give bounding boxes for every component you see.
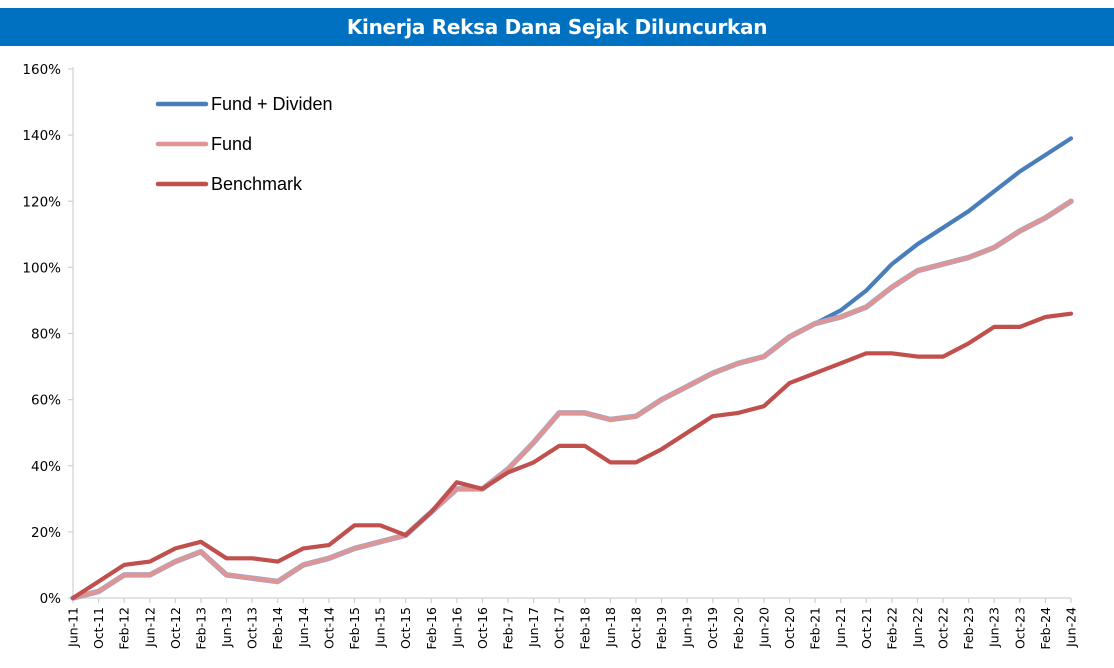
x-tick-label: Feb-17 bbox=[501, 607, 516, 650]
x-axis: Jun-11 Oct-11 Feb-12 Jun-12 Oct-12 Feb-13 Jun-… bbox=[66, 597, 1079, 650]
y-tick-label: 20% bbox=[31, 525, 61, 541]
series-fund-dividen bbox=[70, 136, 1074, 601]
x-tick-label: Oct-17 bbox=[552, 607, 567, 649]
x-tick-label: Feb-23 bbox=[961, 607, 976, 650]
x-tick-label: Feb-21 bbox=[808, 607, 823, 650]
legend-label: Benchmark bbox=[211, 174, 303, 194]
x-tick-label: Oct-19 bbox=[705, 607, 720, 649]
x-tick-label: Feb-19 bbox=[654, 607, 669, 650]
chart-title: Kinerja Reksa Dana Sejak Diluncurkan bbox=[346, 15, 768, 39]
x-tick-label: Feb-18 bbox=[577, 607, 592, 650]
x-tick-label: Jun-19 bbox=[680, 607, 695, 648]
x-tick-label: Oct-13 bbox=[245, 607, 260, 649]
x-tick-label: Jun-24 bbox=[1064, 607, 1079, 648]
x-tick-label: Jun-13 bbox=[219, 607, 234, 648]
y-tick-label: 160% bbox=[22, 62, 61, 78]
y-tick-label: 80% bbox=[31, 327, 61, 343]
x-tick-label: Oct-16 bbox=[475, 607, 490, 649]
x-tick-label: Jun-21 bbox=[833, 607, 848, 648]
x-tick-label: Oct-20 bbox=[782, 607, 797, 649]
x-tick-label: Oct-11 bbox=[91, 607, 106, 649]
legend-item: Fund bbox=[155, 134, 252, 154]
x-tick-label: Jun-18 bbox=[603, 607, 618, 648]
x-tick-label: Jun-14 bbox=[296, 607, 311, 648]
legend-label: Fund bbox=[211, 134, 252, 154]
y-tick-label: 40% bbox=[31, 459, 61, 475]
x-tick-label: Jun-15 bbox=[373, 607, 388, 648]
x-tick-label: Jun-23 bbox=[987, 607, 1002, 648]
x-tick-label: Oct-18 bbox=[628, 607, 643, 649]
x-tick-label: Feb-12 bbox=[117, 607, 132, 650]
x-tick-label: Oct-21 bbox=[859, 607, 874, 649]
y-tick-label: 120% bbox=[22, 194, 61, 210]
x-tick-label: Oct-12 bbox=[168, 607, 183, 649]
legend: Fund + Dividen Fund Benchmark bbox=[155, 94, 333, 194]
x-tick-label: Oct-14 bbox=[321, 607, 336, 649]
y-tick-label: 100% bbox=[22, 260, 61, 276]
x-tick-label: Feb-20 bbox=[731, 607, 746, 650]
x-tick-label: Jun-20 bbox=[756, 607, 771, 648]
x-tick-label: Oct-15 bbox=[398, 607, 413, 649]
chart-title-bar: Kinerja Reksa Dana Sejak Diluncurkan bbox=[0, 8, 1114, 46]
x-tick-label: Oct-22 bbox=[936, 607, 951, 649]
x-tick-label: Jun-12 bbox=[142, 607, 157, 648]
x-tick-label: Feb-24 bbox=[1038, 607, 1053, 650]
x-tick-label: Feb-16 bbox=[424, 607, 439, 650]
series-benchmark bbox=[70, 311, 1074, 601]
series-fund bbox=[70, 199, 1074, 601]
series-fund-edge bbox=[70, 198, 1074, 601]
x-tick-label: Jun-16 bbox=[449, 607, 464, 648]
y-tick-label: 0% bbox=[40, 591, 62, 607]
y-tick-label: 140% bbox=[22, 128, 61, 144]
x-tick-label: Feb-15 bbox=[347, 607, 362, 650]
x-tick-label: Jun-17 bbox=[526, 607, 541, 648]
x-tick-label: Oct-23 bbox=[1012, 607, 1027, 649]
series-layer bbox=[70, 136, 1074, 601]
legend-label: Fund + Dividen bbox=[211, 94, 333, 114]
x-tick-label: Feb-22 bbox=[884, 607, 899, 650]
y-axis: 0% 20% 40% 60% 80% 100% 120% 140% 160% bbox=[22, 62, 74, 607]
legend-item: Benchmark bbox=[155, 174, 303, 194]
x-tick-label: Feb-13 bbox=[193, 607, 208, 650]
x-tick-label: Jun-11 bbox=[66, 607, 81, 648]
x-tick-label: Jun-22 bbox=[910, 607, 925, 648]
x-tick-label: Feb-14 bbox=[270, 607, 285, 650]
legend-item: Fund + Dividen bbox=[155, 94, 333, 114]
y-tick-label: 60% bbox=[31, 393, 61, 409]
